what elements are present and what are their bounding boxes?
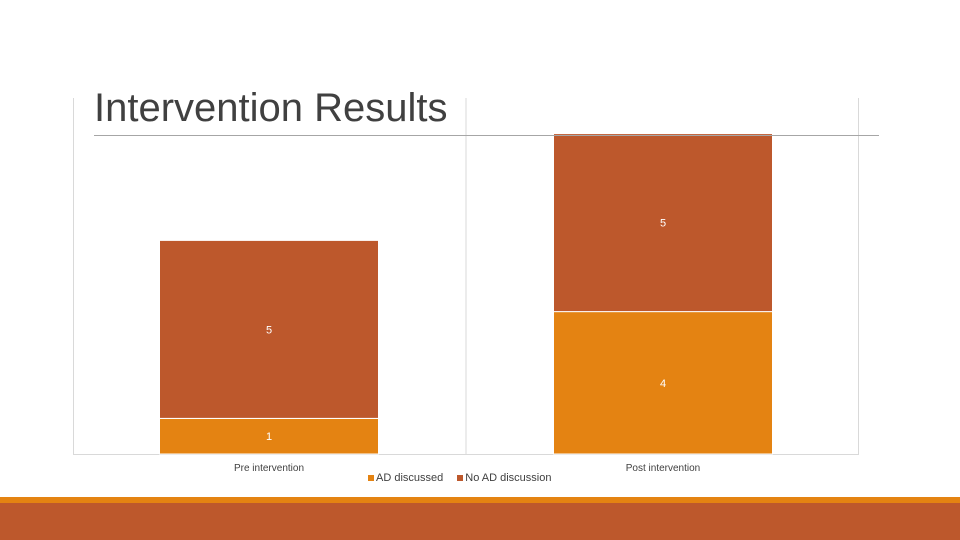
legend-swatch-ad-discussed — [368, 475, 374, 481]
footer-accent-band — [0, 503, 960, 540]
x-tick-label-pre-intervention: Pre intervention — [234, 463, 304, 474]
legend-item-ad-discussed: AD discussed — [368, 472, 443, 484]
bar-segment-post-intervention-no-ad-discussion — [553, 133, 773, 313]
legend-item-no-ad-discussion: No AD discussion — [457, 472, 551, 484]
legend-swatch-no-ad-discussion — [457, 475, 464, 481]
label-group: 1 5 Pre intervention 4 5 Post intervention — [234, 218, 700, 474]
chart-frame — [73, 98, 859, 455]
legend-label-no-ad-discussion: No AD discussion — [465, 472, 552, 484]
chart-legend: AD discussed No AD discussion — [368, 472, 551, 484]
data-label-post-intervention-ad-discussed: 4 — [660, 378, 666, 390]
data-label-pre-intervention-ad-discussed: 1 — [266, 431, 272, 443]
bar-segment-pre-intervention-ad-discussed — [159, 417, 379, 455]
legend-label-ad-discussed: AD discussed — [376, 472, 444, 484]
slide-title: Intervention Results — [94, 84, 454, 132]
x-tick-label-post-intervention: Post intervention — [626, 463, 701, 474]
title-rule — [94, 135, 879, 136]
bar-group — [159, 133, 773, 455]
bar-segment-pre-intervention-no-ad-discussion — [159, 239, 379, 419]
data-label-post-intervention-no-ad-discussion: 5 — [660, 218, 666, 230]
footer-accent-strip — [0, 497, 960, 503]
data-label-pre-intervention-no-ad-discussion: 5 — [266, 324, 272, 336]
bar-segment-post-intervention-ad-discussed — [553, 311, 773, 455]
